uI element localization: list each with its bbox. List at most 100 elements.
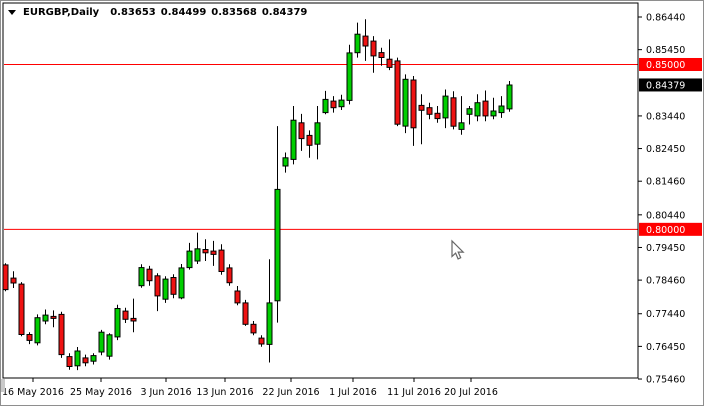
price-tick-label: 0.80440	[646, 210, 685, 221]
price-tick-label: 0.77440	[646, 309, 685, 320]
candlestick	[98, 329, 105, 356]
current-price-badge	[639, 78, 702, 92]
candlestick	[466, 106, 473, 125]
candlestick	[490, 97, 497, 120]
candle-body	[146, 268, 153, 282]
candle-body	[354, 33, 361, 54]
price-tick-label: 0.85450	[646, 45, 685, 56]
candle-body	[298, 122, 305, 140]
candlestick	[378, 47, 385, 66]
candle-body	[498, 105, 505, 114]
candle-body	[274, 188, 281, 302]
candlestick	[154, 273, 161, 312]
candle-body	[34, 317, 41, 344]
candlestick	[282, 152, 289, 173]
candlestick	[34, 314, 41, 346]
candlestick	[370, 36, 377, 73]
candlestick	[226, 264, 233, 286]
candle-body	[66, 356, 73, 368]
candle-body	[162, 278, 169, 300]
candle-body	[394, 60, 401, 125]
candlestick	[10, 271, 17, 288]
price-tick-label: 0.79450	[646, 243, 685, 254]
price-tick-label: 0.82450	[646, 144, 685, 155]
candlestick	[474, 94, 481, 122]
level-price-badge-label: 0.80000	[646, 225, 685, 236]
candlestick	[178, 264, 185, 300]
candlestick	[138, 264, 145, 288]
candle-body	[434, 112, 441, 120]
symbol-dropdown-icon[interactable]	[8, 9, 16, 15]
candlestick	[146, 265, 153, 286]
candlestick	[426, 102, 433, 120]
time-tick-label: 20 Jul 2016	[444, 387, 498, 398]
candlestick	[170, 274, 177, 299]
candlestick	[402, 74, 409, 134]
window-border-corner	[1, 379, 5, 392]
candle-body	[10, 277, 17, 284]
candle-body	[482, 100, 489, 117]
candle-body	[450, 97, 457, 127]
level-price-badge-label: 0.85000	[646, 60, 685, 71]
candle-body	[362, 35, 369, 47]
candlestick	[250, 321, 257, 336]
candlestick	[90, 353, 97, 365]
candlestick	[162, 276, 169, 303]
price-tick-label: 0.86440	[646, 13, 685, 24]
candlestick	[50, 310, 57, 328]
candlestick	[434, 106, 441, 123]
candlestick	[18, 282, 25, 337]
candle-body	[466, 108, 473, 115]
ohlc-close-value: 0.84379	[261, 6, 308, 18]
candle-body	[250, 323, 257, 334]
mouse-cursor	[451, 239, 465, 260]
candle-body	[410, 79, 417, 129]
candlestick	[258, 335, 265, 347]
candlestick	[74, 347, 81, 371]
candle-body	[90, 355, 97, 362]
candle-body	[386, 58, 393, 68]
time-tick-label: 11 Jul 2016	[387, 387, 441, 398]
candlestick	[458, 96, 465, 135]
candle-body	[258, 337, 265, 345]
price-tick-label: 0.75460	[646, 375, 685, 386]
candlestick	[290, 106, 297, 165]
level-price-badge	[639, 57, 702, 71]
ohlc-low-value: 0.83568	[211, 6, 257, 18]
candle-body	[186, 250, 193, 269]
price-tick-label: 0.83440	[646, 111, 685, 122]
candle-body	[202, 249, 209, 254]
candle-body	[114, 308, 121, 338]
candle-body	[218, 249, 225, 273]
candlestick	[26, 332, 33, 345]
time-axis[interactable]	[1, 377, 637, 405]
candle-body	[170, 277, 177, 295]
candle-body	[370, 40, 377, 57]
candle-body	[234, 290, 241, 304]
price-tick-label: 0.81460	[646, 177, 685, 188]
price-tick-label: 0.78460	[646, 276, 685, 287]
plot-frame	[2, 2, 639, 379]
candlestick	[274, 126, 281, 323]
candle-body	[282, 157, 289, 167]
time-tick-label: 16 May 2016	[2, 387, 64, 398]
chart-title-bar: EURGBP,Daily 0.83653 0.84499 0.83568 0.8…	[8, 5, 312, 19]
candle-body	[50, 315, 57, 319]
candle-body	[338, 99, 345, 108]
candle-body	[26, 334, 33, 341]
candlestick	[58, 311, 65, 358]
candle-body	[402, 78, 409, 127]
candlestick	[410, 76, 417, 146]
candle-body	[18, 283, 25, 336]
time-tick-label: 1 Jul 2016	[329, 387, 377, 398]
candlestick	[114, 304, 121, 341]
candlestick	[106, 333, 113, 360]
candle-body	[418, 104, 425, 111]
candle-body	[314, 122, 321, 145]
price-axis[interactable]	[637, 1, 703, 379]
candlestick	[338, 94, 345, 110]
ohlc-open-value: 0.83653	[110, 6, 156, 18]
candle-body	[458, 122, 465, 130]
candlestick	[194, 232, 201, 264]
